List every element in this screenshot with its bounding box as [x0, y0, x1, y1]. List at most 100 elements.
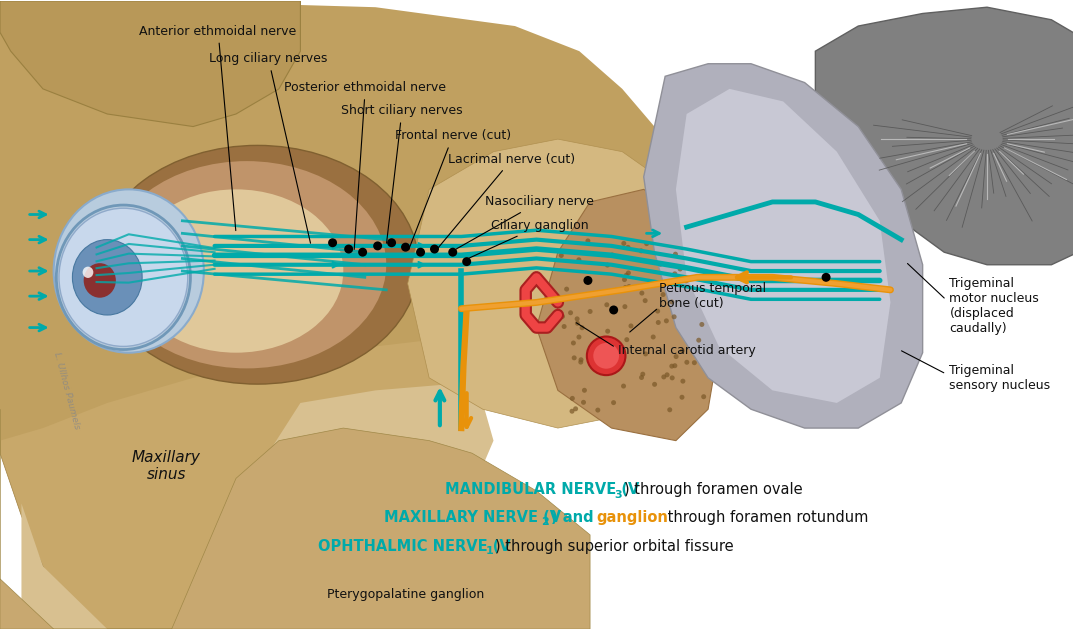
Circle shape [571, 340, 576, 345]
Circle shape [601, 339, 607, 344]
Circle shape [624, 273, 628, 278]
Polygon shape [0, 410, 590, 629]
Polygon shape [0, 1, 676, 629]
Text: Trigeminal
motor nucleus
(displaced
caudally): Trigeminal motor nucleus (displaced caud… [949, 277, 1039, 335]
Circle shape [582, 388, 586, 392]
Polygon shape [408, 139, 697, 428]
Circle shape [581, 400, 586, 405]
Circle shape [655, 309, 661, 314]
Circle shape [643, 352, 648, 357]
Polygon shape [537, 190, 719, 440]
Circle shape [571, 355, 577, 360]
Circle shape [664, 318, 669, 323]
Circle shape [652, 382, 657, 387]
Circle shape [449, 248, 457, 256]
Circle shape [622, 304, 627, 309]
Circle shape [597, 353, 603, 358]
Text: Ciliary ganglion: Ciliary ganglion [464, 219, 589, 260]
Circle shape [577, 335, 581, 340]
Text: ) and: ) and [551, 510, 598, 525]
Circle shape [680, 348, 684, 353]
Circle shape [702, 394, 706, 399]
Text: L. Ullhos Paumels: L. Ullhos Paumels [52, 351, 81, 430]
Circle shape [358, 248, 367, 256]
Circle shape [328, 238, 337, 247]
Circle shape [620, 348, 625, 352]
Circle shape [657, 261, 663, 266]
Circle shape [622, 277, 627, 282]
Circle shape [645, 241, 649, 246]
Text: Internal carotid artery: Internal carotid artery [618, 344, 755, 357]
Circle shape [558, 253, 564, 258]
Circle shape [680, 379, 685, 384]
Circle shape [628, 323, 634, 328]
Text: Frontal nerve (cut): Frontal nerve (cut) [395, 130, 511, 249]
Circle shape [587, 309, 593, 314]
Circle shape [583, 276, 593, 285]
Circle shape [623, 285, 628, 290]
Ellipse shape [97, 146, 419, 384]
Circle shape [683, 278, 689, 284]
Text: 3: 3 [614, 490, 622, 500]
Circle shape [613, 288, 619, 293]
Ellipse shape [59, 208, 187, 346]
Circle shape [639, 290, 645, 295]
Text: through foramen rotundum: through foramen rotundum [663, 510, 868, 525]
Circle shape [662, 374, 666, 379]
Text: Petrous temporal
bone (cut): Petrous temporal bone (cut) [659, 282, 766, 310]
Text: OPHTHALMIC NERVE (V: OPHTHALMIC NERVE (V [317, 539, 510, 554]
Circle shape [600, 348, 606, 353]
Circle shape [610, 253, 614, 258]
Ellipse shape [129, 190, 343, 353]
Circle shape [568, 310, 574, 315]
Text: Long ciliary nerves: Long ciliary nerves [209, 52, 327, 243]
Circle shape [640, 372, 646, 377]
Polygon shape [816, 7, 1076, 265]
Circle shape [822, 273, 831, 282]
Circle shape [590, 355, 594, 360]
Circle shape [387, 238, 396, 247]
Circle shape [595, 408, 600, 413]
Circle shape [624, 337, 629, 342]
Circle shape [672, 364, 677, 368]
Ellipse shape [72, 239, 142, 315]
Circle shape [621, 241, 626, 246]
Circle shape [560, 314, 565, 319]
Circle shape [639, 375, 645, 380]
Circle shape [564, 287, 569, 292]
Text: 2: 2 [541, 517, 550, 527]
Text: Pterygopalatine ganglion: Pterygopalatine ganglion [327, 588, 484, 601]
Polygon shape [676, 89, 891, 403]
Circle shape [678, 266, 682, 272]
Circle shape [626, 270, 631, 275]
Circle shape [696, 338, 702, 343]
Circle shape [625, 245, 631, 250]
Circle shape [680, 395, 684, 399]
Circle shape [562, 324, 567, 329]
Text: ) through foramen ovale: ) through foramen ovale [624, 482, 803, 497]
Circle shape [671, 314, 677, 319]
Text: Trigeminal
sensory nucleus: Trigeminal sensory nucleus [949, 364, 1050, 392]
Text: Anterior ethmoidal nerve: Anterior ethmoidal nerve [140, 25, 297, 231]
Circle shape [672, 272, 677, 277]
Circle shape [672, 251, 678, 256]
Circle shape [655, 320, 661, 325]
Ellipse shape [83, 266, 94, 278]
Circle shape [344, 244, 353, 253]
Polygon shape [0, 1, 686, 440]
Circle shape [605, 329, 610, 334]
Polygon shape [643, 64, 922, 428]
Circle shape [639, 248, 643, 253]
Text: Nasociliary nerve: Nasociliary nerve [453, 195, 594, 251]
Circle shape [586, 336, 625, 375]
Circle shape [667, 408, 672, 412]
Text: 1: 1 [486, 546, 494, 556]
Circle shape [569, 409, 575, 414]
Circle shape [401, 243, 410, 251]
Polygon shape [0, 1, 300, 127]
Circle shape [651, 335, 655, 340]
Circle shape [665, 372, 669, 377]
Circle shape [626, 284, 632, 289]
Circle shape [570, 396, 575, 401]
Circle shape [611, 400, 617, 405]
